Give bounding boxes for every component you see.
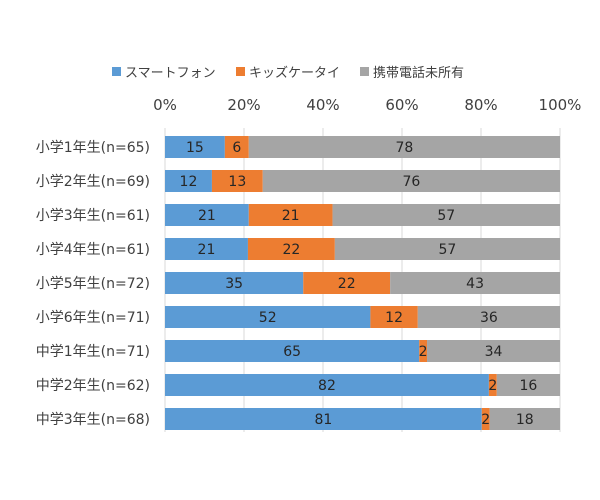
bar-segment <box>332 204 560 226</box>
data-label: 34 <box>485 344 503 360</box>
x-axis-ticks: 0% 20% 40% 60% 80% 100% <box>153 96 581 114</box>
x-tick-label: 100% <box>539 96 582 114</box>
x-tick-label: 20% <box>227 96 260 114</box>
data-label: 21 <box>282 208 300 224</box>
bar-segment <box>262 170 560 192</box>
category-label: 小学4年生(n=61) <box>36 242 150 258</box>
category-label: 小学2年生(n=69) <box>36 174 150 190</box>
category-label: 中学1年生(n=71) <box>36 344 150 360</box>
data-label: 6 <box>232 140 241 156</box>
bar-segment <box>248 204 333 226</box>
legend: スマートフォン キッズケータイ 携帯電話未所有 <box>112 65 464 81</box>
legend-swatch <box>112 67 121 76</box>
category-label: 小学5年生(n=72) <box>36 276 150 292</box>
legend-swatch <box>360 67 369 76</box>
legend-label: スマートフォン <box>125 66 216 81</box>
category-label: 小学3年生(n=61) <box>36 208 150 224</box>
data-label: 12 <box>180 174 198 190</box>
legend-label: 携帯電話未所有 <box>373 65 464 81</box>
data-label: 76 <box>402 174 420 190</box>
y-axis-labels: 小学1年生(n=65) 小学2年生(n=69) 小学3年生(n=61) 小学4年生(n… <box>36 140 150 428</box>
data-label: 52 <box>259 310 277 326</box>
category-label: 中学3年生(n=68) <box>36 412 150 428</box>
data-label: 2 <box>488 378 497 394</box>
data-label: 21 <box>198 208 216 224</box>
bar-segment <box>481 408 490 430</box>
data-label: 2 <box>419 344 428 360</box>
bar-segment <box>224 136 249 158</box>
data-label: 36 <box>480 310 498 326</box>
bar-segment <box>417 306 560 328</box>
bar-segment <box>496 374 560 396</box>
x-tick-label: 60% <box>385 96 418 114</box>
bar-segment <box>165 340 420 362</box>
bar-segment <box>165 408 482 430</box>
bar-segment <box>303 272 391 294</box>
bar-segment <box>165 136 225 158</box>
bar-segment <box>488 374 497 396</box>
data-label: 15 <box>186 140 204 156</box>
data-label: 22 <box>282 242 300 258</box>
x-tick-label: 40% <box>306 96 339 114</box>
legend-label: キッズケータイ <box>249 65 340 81</box>
x-tick-label: 80% <box>464 96 497 114</box>
data-label: 57 <box>437 208 455 224</box>
data-label: 43 <box>466 276 484 292</box>
category-label: 小学1年生(n=65) <box>36 140 150 156</box>
category-label: 小学6年生(n=71) <box>36 310 150 326</box>
data-label: 2 <box>481 412 490 428</box>
bar-segment <box>419 340 428 362</box>
bar-segment <box>489 408 560 430</box>
bar-segment <box>390 272 560 294</box>
data-label: 78 <box>395 140 413 156</box>
bar-segment <box>165 238 248 260</box>
bar-segment <box>334 238 560 260</box>
data-label: 18 <box>516 412 534 428</box>
bar-segment <box>165 306 371 328</box>
data-label: 21 <box>198 242 216 258</box>
legend-swatch <box>236 67 245 76</box>
bar-segment <box>211 170 263 192</box>
category-label: 中学2年生(n=62) <box>36 378 150 394</box>
bar-segment <box>165 272 304 294</box>
bar-segment <box>370 306 418 328</box>
bar-segment <box>165 374 489 396</box>
data-label: 22 <box>338 276 356 292</box>
data-label: 35 <box>225 276 243 292</box>
bar-segment <box>247 238 335 260</box>
data-label: 12 <box>385 310 403 326</box>
data-label: 82 <box>318 378 336 394</box>
x-tick-label: 0% <box>153 96 177 114</box>
bar-segment <box>165 170 212 192</box>
data-label: 16 <box>519 378 537 394</box>
bar-segment <box>165 204 249 226</box>
bar-segment <box>427 340 560 362</box>
data-label: 81 <box>314 412 332 428</box>
bar-segment <box>248 136 560 158</box>
data-label: 57 <box>439 242 457 258</box>
data-label: 65 <box>283 344 301 360</box>
data-label: 13 <box>228 174 246 190</box>
